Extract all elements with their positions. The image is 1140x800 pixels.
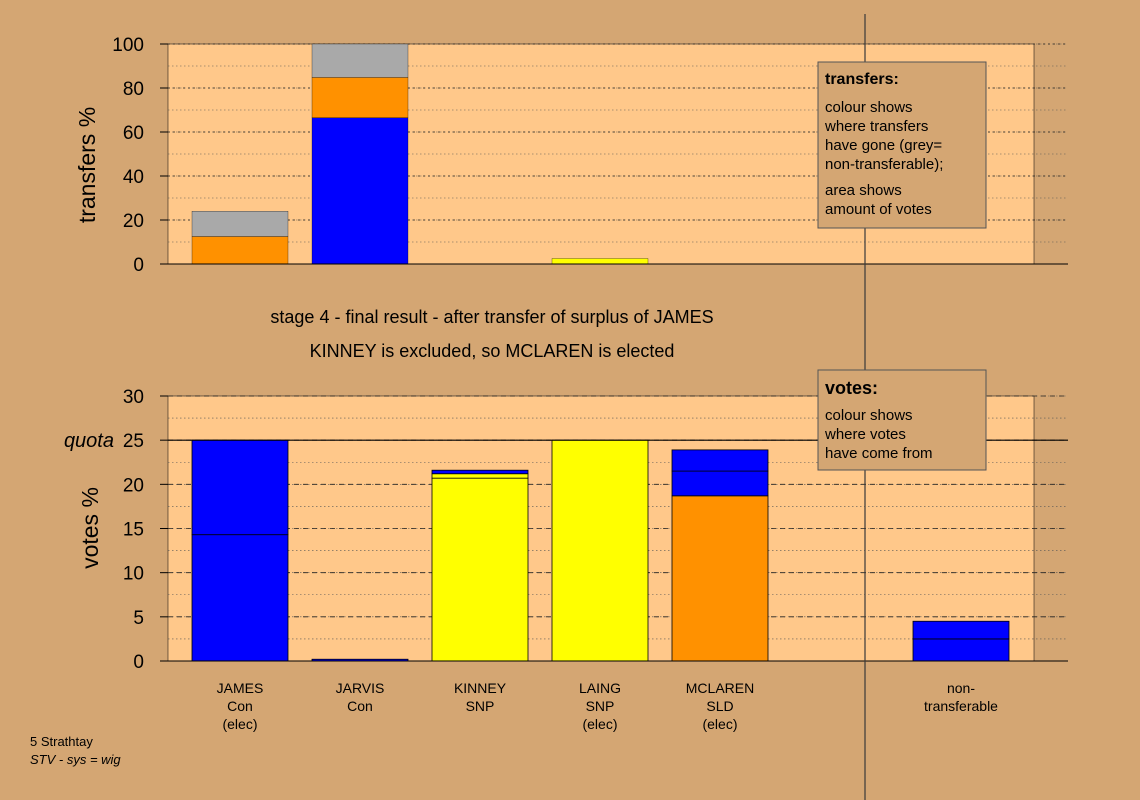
stage-title: stage 4 - final result - after transfer … bbox=[270, 307, 713, 327]
category-label: SNP bbox=[586, 698, 615, 714]
votes-legend-title: votes: bbox=[825, 378, 878, 398]
category-label: (elec) bbox=[582, 716, 617, 732]
category-label: SNP bbox=[466, 698, 495, 714]
votes-legend: votes: colour shows where votes have com… bbox=[817, 369, 987, 471]
footer-ward: 5 Strathtay bbox=[30, 734, 93, 749]
y-tick-label: 100 bbox=[112, 35, 144, 56]
bar-segment bbox=[431, 473, 529, 479]
y-tick-label: 5 bbox=[133, 608, 144, 629]
bar-segment bbox=[551, 258, 649, 265]
category-label: Con bbox=[347, 698, 373, 714]
votes-y-axis-label: votes % bbox=[77, 487, 103, 569]
category-label: SLD bbox=[706, 698, 733, 714]
y-tick-label: 15 bbox=[123, 520, 144, 541]
y-tick-label: 20 bbox=[123, 475, 144, 496]
category-label: (elec) bbox=[702, 716, 737, 732]
bar-segment bbox=[912, 638, 1010, 662]
category-label: Con bbox=[227, 698, 253, 714]
transfers-y-axis-label: transfers % bbox=[74, 107, 100, 223]
transfers-bars bbox=[191, 43, 649, 265]
y-tick-label: 40 bbox=[123, 167, 144, 188]
category-label: JAMES bbox=[217, 680, 264, 696]
votes-legend-line: have come from bbox=[825, 445, 933, 462]
bar-segment bbox=[551, 439, 649, 662]
category-label: LAING bbox=[579, 680, 621, 696]
y-tick-label: 25 bbox=[123, 431, 144, 452]
y-tick-label: 0 bbox=[133, 255, 144, 276]
transfers-legend-line: amount of votes bbox=[825, 201, 932, 218]
y-tick-label: 80 bbox=[123, 79, 144, 100]
transfers-y-ticks: 0 20 40 60 80 100 bbox=[112, 35, 168, 276]
category-label: KINNEY bbox=[454, 680, 507, 696]
y-tick-label: 20 bbox=[123, 211, 144, 232]
footer-system: STV - sys = wig bbox=[30, 752, 121, 767]
votes-bars bbox=[191, 439, 1010, 662]
y-tick-label: 30 bbox=[123, 387, 144, 408]
transfers-legend-box bbox=[817, 61, 987, 229]
transfers-legend-line: area shows bbox=[825, 182, 902, 199]
transfers-legend-line: non-transferable); bbox=[825, 156, 943, 173]
stage-subtitle: KINNEY is excluded, so MCLAREN is electe… bbox=[310, 341, 675, 361]
category-label: (elec) bbox=[222, 716, 257, 732]
transfers-legend-title: transfers: bbox=[825, 71, 899, 88]
category-label: MCLAREN bbox=[686, 680, 754, 696]
transfers-legend-line: colour shows bbox=[825, 99, 913, 116]
votes-legend-line: where votes bbox=[824, 426, 906, 443]
bar-segment bbox=[912, 620, 1010, 640]
candidate-labels: JAMES Con (elec) JARVIS Con KINNEY SNP LAING SNP… bbox=[217, 680, 999, 732]
transfers-legend-line: have gone (grey= bbox=[825, 137, 942, 154]
votes-legend-line: colour shows bbox=[825, 407, 913, 424]
bar-segment bbox=[311, 77, 409, 118]
y-tick-label: 60 bbox=[123, 123, 144, 144]
bar-segment bbox=[431, 477, 529, 662]
transfers-legend: transfers: colour shows where transfers … bbox=[817, 61, 987, 229]
bar-segment bbox=[671, 495, 769, 662]
bar-segment bbox=[191, 534, 289, 662]
category-label: non- bbox=[947, 680, 975, 696]
category-label: transferable bbox=[924, 698, 998, 714]
y-tick-label: 0 bbox=[133, 652, 144, 673]
votes-y-ticks: 0 5 10 15 20 25 30 bbox=[123, 387, 168, 673]
quota-label: quota bbox=[64, 430, 114, 452]
transfers-legend-line: where transfers bbox=[824, 118, 928, 135]
bar-segment bbox=[671, 470, 769, 497]
votes-legend-box bbox=[817, 369, 987, 471]
bar-segment bbox=[671, 449, 769, 472]
bar-segment bbox=[431, 469, 529, 475]
bar-segment bbox=[311, 117, 409, 265]
category-label: JARVIS bbox=[336, 680, 385, 696]
y-tick-label: 10 bbox=[123, 564, 144, 585]
bar-segment bbox=[191, 439, 289, 536]
bar-segment bbox=[311, 43, 409, 78]
bar-segment bbox=[191, 236, 289, 265]
bar-segment bbox=[191, 211, 289, 237]
